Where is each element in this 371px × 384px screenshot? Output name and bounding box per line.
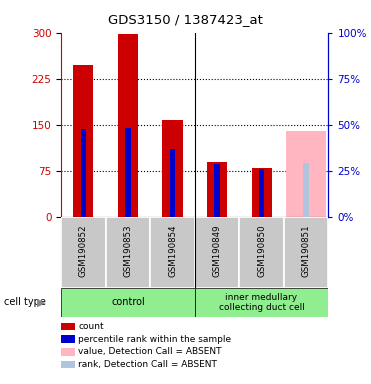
Text: GSM190851: GSM190851 — [302, 225, 311, 277]
Text: inner medullary
collecting duct cell: inner medullary collecting duct cell — [219, 293, 305, 312]
Text: control: control — [111, 297, 145, 308]
Text: cell type: cell type — [4, 297, 46, 308]
Text: rank, Detection Call = ABSENT: rank, Detection Call = ABSENT — [78, 360, 217, 369]
Text: GSM190850: GSM190850 — [257, 225, 266, 277]
Bar — [207, 162, 227, 217]
Bar — [252, 168, 272, 217]
Text: GSM190854: GSM190854 — [168, 225, 177, 277]
Text: GSM190852: GSM190852 — [79, 225, 88, 277]
Bar — [239, 217, 284, 288]
Text: ▶: ▶ — [37, 297, 46, 308]
Bar — [195, 288, 328, 317]
Text: count: count — [78, 322, 104, 331]
Text: GSM190849: GSM190849 — [213, 225, 221, 277]
Bar — [303, 163, 309, 217]
Bar — [259, 169, 264, 217]
Bar — [195, 217, 239, 288]
Bar — [284, 217, 328, 288]
Bar — [61, 288, 195, 317]
Bar — [214, 164, 220, 217]
Bar — [118, 34, 138, 217]
Text: percentile rank within the sample: percentile rank within the sample — [78, 334, 232, 344]
Bar — [73, 65, 93, 217]
Text: GSM190853: GSM190853 — [124, 225, 132, 277]
Bar — [162, 121, 183, 217]
Text: value, Detection Call = ABSENT: value, Detection Call = ABSENT — [78, 347, 222, 356]
Text: GDS3150 / 1387423_at: GDS3150 / 1387423_at — [108, 13, 263, 26]
Bar — [170, 149, 175, 217]
Bar — [125, 128, 131, 217]
Bar — [106, 217, 150, 288]
Bar — [150, 217, 195, 288]
Bar — [81, 129, 86, 217]
Bar — [61, 217, 106, 288]
Bar — [286, 131, 326, 217]
